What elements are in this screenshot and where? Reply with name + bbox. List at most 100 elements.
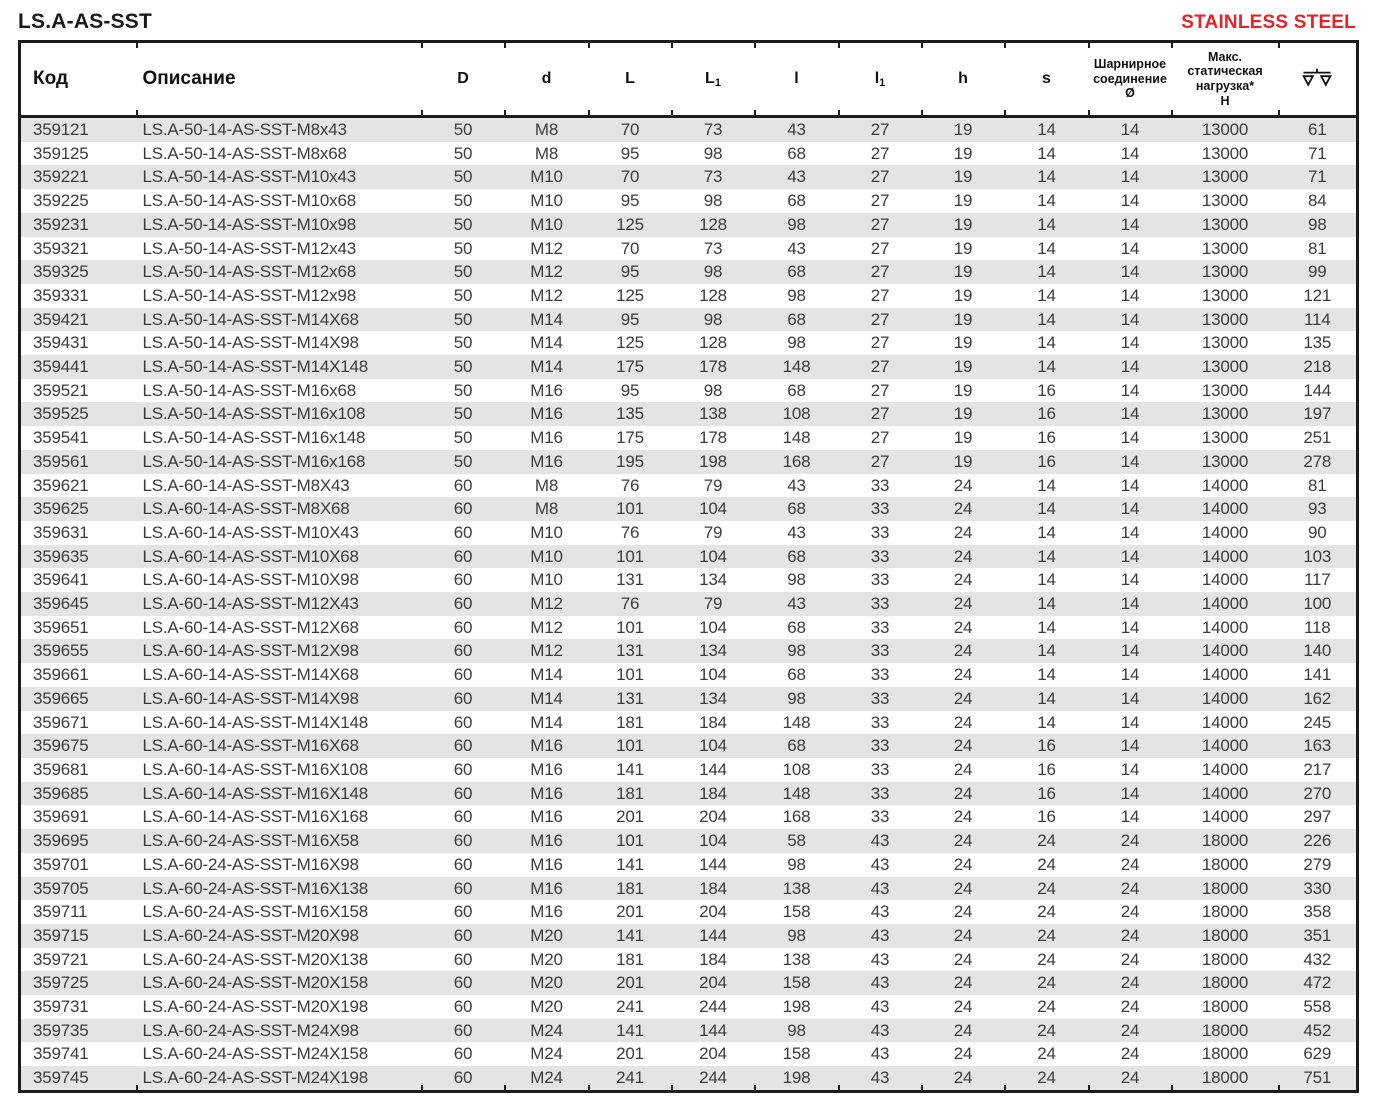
cell-d: M16	[504, 734, 589, 758]
cell-L: 195	[588, 449, 672, 474]
cell-d: M16	[504, 829, 589, 853]
cell-load: 14000	[1171, 544, 1279, 569]
cell-l1: 27	[870, 380, 890, 400]
cell-l: 43	[754, 165, 839, 190]
cell-L: 95	[588, 260, 672, 284]
cell-weight: 71	[1278, 165, 1358, 190]
cell-D: 60	[421, 734, 505, 758]
cell-code: 359705	[19, 876, 137, 901]
col-header-weight	[1277, 41, 1358, 118]
table-row: 359231 LS.A-50-14-AS-SST-M10x98 50 M10 125 12…	[19, 212, 1358, 237]
cell-L1: 184	[699, 712, 727, 732]
cell-l: 68	[754, 307, 839, 332]
load-line-2: статическая	[1187, 64, 1263, 79]
cell-desc: LS.A-50-14-AS-SST-M14X148	[136, 355, 422, 379]
cell-l: 158	[782, 1044, 811, 1064]
cell-h: 19	[953, 428, 973, 448]
cell-s: 14	[1004, 355, 1089, 379]
cell-L1: 79	[671, 592, 755, 616]
cell-D: 50	[453, 238, 473, 258]
cell-load: 13000	[1171, 307, 1279, 332]
cell-load: 13000	[1201, 380, 1249, 400]
cell-load: 18000	[1171, 1018, 1279, 1043]
cell-weight: 217	[1303, 759, 1332, 779]
cell-weight: 141	[1303, 665, 1332, 685]
hinge-line-3: Ø	[1125, 86, 1135, 101]
cell-L1: 178	[699, 428, 727, 448]
cell-L: 141	[588, 1018, 672, 1043]
cell-s: 16	[1037, 759, 1056, 779]
cell-s: 16	[1004, 734, 1089, 758]
cell-l: 98	[754, 639, 839, 664]
cell-d: M16	[504, 876, 589, 901]
cell-h: 24	[921, 829, 1005, 853]
cell-L1: 128	[671, 212, 755, 237]
cell-load: 13000	[1171, 116, 1279, 142]
cell-s: 14	[1037, 191, 1056, 211]
cell-d: M8	[504, 497, 589, 521]
cell-s: 14	[1004, 497, 1089, 521]
cell-l: 198	[782, 997, 811, 1017]
cell-l1: 33	[870, 759, 890, 779]
cell-desc: LS.A-60-14-AS-SST-M12X98	[136, 639, 422, 664]
cell-L: 131	[588, 686, 672, 711]
cell-L: 125	[616, 333, 644, 353]
cell-code: 359681	[33, 759, 89, 779]
cell-code: 359431	[33, 333, 89, 353]
cell-hinge: 14	[1088, 165, 1172, 190]
cell-D: 50	[421, 212, 505, 237]
cell-code: 359691	[33, 807, 89, 827]
cell-h: 24	[953, 712, 973, 732]
cell-L1: 79	[703, 522, 723, 542]
cell-L: 131	[616, 570, 644, 590]
cell-L: 76	[620, 475, 640, 495]
cell-l1: 33	[870, 570, 890, 590]
cell-code: 359121	[19, 116, 137, 142]
table-row: 359671 LS.A-60-14-AS-SST-M14X148 60 M14 181 1…	[20, 711, 1358, 735]
cell-h: 19	[953, 333, 973, 353]
cell-hinge: 14	[1120, 665, 1140, 685]
cell-L1: 98	[703, 380, 723, 400]
cell-L1: 204	[699, 807, 727, 827]
cell-d: M14	[504, 307, 589, 332]
cell-hinge: 24	[1088, 923, 1172, 948]
cell-hinge: 24	[1120, 997, 1140, 1017]
cell-code: 359635	[19, 544, 137, 569]
cell-s: 24	[1004, 1018, 1089, 1043]
cell-L1: 73	[671, 116, 755, 142]
cell-load: 14000	[1201, 522, 1249, 542]
cell-l1: 43	[838, 1018, 922, 1043]
col-header-s: s	[1003, 41, 1089, 118]
cell-hinge: 14	[1088, 592, 1172, 616]
cell-L: 101	[616, 617, 644, 637]
cell-L1: 128	[699, 333, 727, 353]
cell-code: 359331	[33, 285, 89, 305]
cell-L: 95	[620, 380, 640, 400]
cell-weight: 558	[1303, 997, 1332, 1017]
cell-hinge: 14	[1088, 497, 1172, 521]
cell-L: 70	[588, 116, 672, 142]
cell-D: 50	[421, 165, 505, 190]
cell-desc: LS.A-60-14-AS-SST-M16X168	[142, 807, 369, 827]
cell-L: 95	[620, 191, 640, 211]
page-title: LS.A-AS-SST	[18, 10, 153, 33]
cell-desc: LS.A-60-14-AS-SST-M10X98	[142, 570, 360, 590]
cell-d: M24	[530, 1044, 563, 1064]
table-row: 359635 LS.A-60-14-AS-SST-M10X68 60 M10 101 10…	[19, 544, 1358, 569]
table-row: 359651 LS.A-60-14-AS-SST-M12X68 60 M12 101 10…	[20, 616, 1358, 640]
cell-l1: 27	[870, 143, 890, 163]
cell-l1: 43	[837, 1066, 922, 1092]
cell-l1: 33	[838, 497, 922, 521]
cell-s: 24	[1004, 971, 1089, 996]
cell-l1: 43	[838, 971, 922, 996]
cell-hinge: 14	[1120, 617, 1140, 637]
cell-D: 60	[421, 781, 505, 806]
cell-L1: 98	[671, 307, 755, 332]
cell-l1: 27	[870, 238, 890, 258]
cell-load: 14000	[1201, 665, 1249, 685]
cell-h: 19	[921, 307, 1005, 332]
table-row: 359715 LS.A-60-24-AS-SST-M20X98 60 M20 141 14…	[19, 923, 1358, 948]
cell-desc: LS.A-50-14-AS-SST-M14X98	[142, 333, 360, 353]
cell-hinge: 14	[1120, 238, 1140, 258]
cell-h: 24	[921, 592, 1005, 616]
